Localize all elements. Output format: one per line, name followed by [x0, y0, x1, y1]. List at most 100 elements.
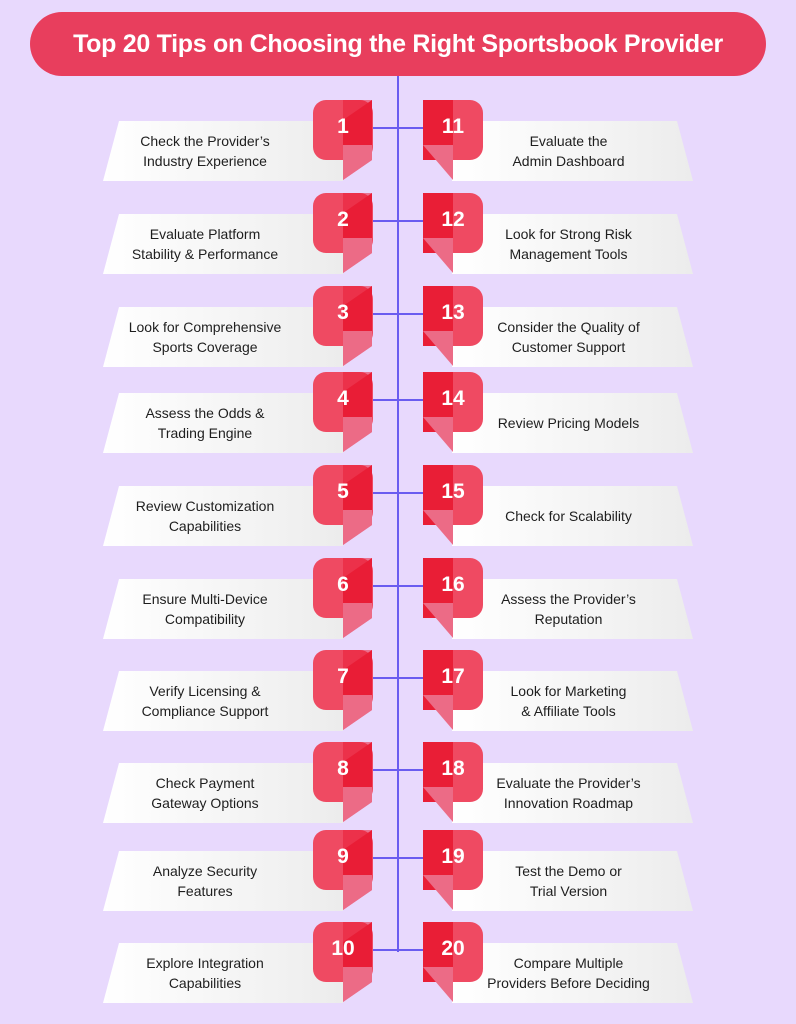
tip-text: Check the Provider’s Industry Experience — [140, 133, 270, 169]
tip-card-right: Evaluate the Provider’s Innovation Roadm… — [452, 763, 693, 823]
tip-number-badge: 11 — [423, 100, 483, 180]
badge-shape-icon — [313, 465, 373, 545]
badge-shape-icon — [423, 372, 483, 452]
tip-text: Test the Demo or Trial Version — [515, 863, 622, 899]
tip-row: Review Customization Capabilities 5 Check … — [0, 465, 796, 557]
tip-card-right: Test the Demo or Trial Version — [452, 851, 693, 911]
tip-number-badge: 4 — [313, 372, 373, 452]
badge-shape-icon — [423, 465, 483, 545]
badge-shape-icon — [313, 650, 373, 730]
tip-card-right: Review Pricing Models — [452, 393, 693, 453]
tip-number-badge: 12 — [423, 193, 483, 273]
badge-shape-icon — [313, 922, 373, 1002]
tip-card-left: Verify Licensing & Compliance Support — [103, 671, 343, 731]
tip-number: 10 — [331, 937, 355, 960]
tip-row: Verify Licensing & Compliance Support 7 Lo… — [0, 650, 796, 742]
tip-card-left: Review Customization Capabilities — [103, 486, 343, 546]
tip-row: Analyze Security Features 9 Test the Demo … — [0, 830, 796, 922]
badge-shape-icon — [423, 922, 483, 1002]
tip-card-left: Check Payment Gateway Options — [103, 763, 343, 823]
tip-card-left: Explore Integration Capabilities — [103, 943, 343, 1003]
connector-line — [372, 949, 424, 951]
tip-number: 2 — [337, 208, 349, 231]
connector-line — [372, 492, 424, 494]
tip-number-badge: 13 — [423, 286, 483, 366]
tip-number: 13 — [441, 301, 465, 324]
badge-shape-icon — [423, 650, 483, 730]
tip-text: Assess the Provider’s Reputation — [501, 591, 636, 627]
tip-number-badge: 1 — [313, 100, 373, 180]
tip-text: Verify Licensing & Compliance Support — [141, 683, 269, 719]
tip-number: 17 — [441, 665, 465, 688]
badge-shape-icon — [423, 100, 483, 180]
tip-number-badge: 2 — [313, 193, 373, 273]
tip-number-badge: 7 — [313, 650, 373, 730]
tip-card-right: Check for Scalability — [452, 486, 693, 546]
tip-number-badge: 6 — [313, 558, 373, 638]
tip-card-left: Evaluate Platform Stability & Performanc… — [103, 214, 343, 274]
tip-card-right: Consider the Quality of Customer Support — [452, 307, 693, 367]
tip-card-left: Analyze Security Features — [103, 851, 343, 911]
connector-line — [372, 127, 424, 129]
tip-text: Review Pricing Models — [497, 415, 640, 431]
tip-row: Check Payment Gateway Options 8 Evaluate t… — [0, 742, 796, 834]
tip-card-right: Look for Marketing & Affiliate Tools — [452, 671, 693, 731]
tip-number: 15 — [441, 480, 465, 503]
tip-number: 8 — [337, 757, 349, 780]
tip-number: 3 — [337, 301, 349, 324]
badge-shape-icon — [423, 558, 483, 638]
badge-shape-icon — [423, 830, 483, 910]
connector-line — [372, 857, 424, 859]
badge-shape-icon — [313, 193, 373, 273]
connector-line — [372, 313, 424, 315]
tip-card-left: Look for Comprehensive Sports Coverage — [103, 307, 343, 367]
tip-row: Assess the Odds & Trading Engine 4 Review … — [0, 372, 796, 464]
center-timeline-line — [397, 76, 399, 952]
tip-text: Assess the Odds & Trading Engine — [145, 405, 265, 441]
tip-row: Explore Integration Capabilities 10 Compar… — [0, 922, 796, 1014]
badge-shape-icon — [313, 558, 373, 638]
tip-number: 7 — [337, 665, 349, 688]
tip-card-left: Check the Provider’s Industry Experience — [103, 121, 343, 181]
tip-number: 14 — [441, 387, 465, 410]
tip-text: Review Customization Capabilities — [135, 498, 275, 534]
tip-number-badge: 20 — [423, 922, 483, 1002]
tip-text: Check Payment Gateway Options — [151, 775, 259, 811]
tip-number: 20 — [441, 937, 465, 960]
tip-number-badge: 9 — [313, 830, 373, 910]
tip-text: Look for Comprehensive Sports Coverage — [128, 319, 282, 355]
tip-number: 16 — [441, 573, 465, 596]
tip-text: Analyze Security Features — [152, 863, 258, 899]
tip-card-right: Look for Strong Risk Management Tools — [452, 214, 693, 274]
tip-number-badge: 10 — [313, 922, 373, 1002]
tip-number: 4 — [337, 387, 349, 410]
tip-text: Look for Strong Risk Management Tools — [505, 226, 632, 262]
tip-number-badge: 8 — [313, 742, 373, 822]
tip-text: Ensure Multi-Device Compatibility — [142, 591, 268, 627]
tip-number-badge: 3 — [313, 286, 373, 366]
tip-text: Evaluate the Provider’s Innovation Roadm… — [496, 775, 641, 811]
badge-shape-icon — [313, 372, 373, 452]
badge-shape-icon — [313, 830, 373, 910]
badge-shape-icon — [313, 100, 373, 180]
tip-card-right: Compare Multiple Providers Before Decidi… — [452, 943, 693, 1003]
tip-card-left: Assess the Odds & Trading Engine — [103, 393, 343, 453]
badge-shape-icon — [313, 286, 373, 366]
tip-number: 18 — [441, 757, 465, 780]
tip-number-badge: 15 — [423, 465, 483, 545]
tip-number-badge: 19 — [423, 830, 483, 910]
tip-number: 6 — [337, 573, 349, 596]
infographic-title: Top 20 Tips on Choosing the Right Sports… — [30, 12, 766, 76]
badge-shape-icon — [423, 286, 483, 366]
badge-shape-icon — [423, 193, 483, 273]
connector-line — [372, 677, 424, 679]
tip-card-right: Evaluate the Admin Dashboard — [452, 121, 693, 181]
tip-text: Check for Scalability — [505, 508, 632, 524]
tip-text: Evaluate Platform Stability & Performanc… — [131, 226, 279, 262]
tip-text: Consider the Quality of Customer Support — [497, 319, 640, 355]
tip-card-left: Ensure Multi-Device Compatibility — [103, 579, 343, 639]
tip-number: 12 — [441, 208, 465, 231]
tip-card-right: Assess the Provider’s Reputation — [452, 579, 693, 639]
tip-row: Ensure Multi-Device Compatibility 6 Assess… — [0, 558, 796, 650]
connector-line — [372, 769, 424, 771]
